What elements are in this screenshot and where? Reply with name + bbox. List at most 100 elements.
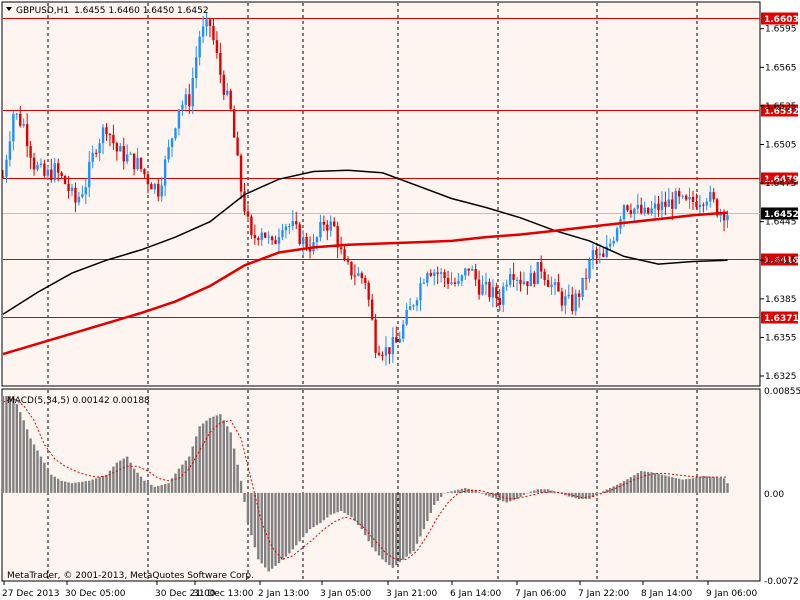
- macd-bar: [19, 412, 22, 493]
- candle-body: [301, 236, 305, 245]
- macd-bar: [626, 479, 629, 493]
- candle-body: [343, 249, 346, 261]
- macd-bar: [243, 492, 246, 502]
- candle-body: [450, 282, 453, 284]
- macd-bar: [322, 492, 326, 521]
- candle-body: [77, 196, 81, 203]
- macd-bar: [484, 492, 488, 496]
- candle-body: [684, 195, 688, 200]
- candle-body: [422, 282, 426, 284]
- candle-body: [29, 146, 32, 158]
- candle-body: [205, 19, 208, 27]
- candle-body: [32, 157, 36, 170]
- macd-bar: [174, 473, 177, 493]
- macd-bar: [660, 474, 664, 493]
- macd-bar: [191, 446, 194, 493]
- macd-bar: [25, 429, 29, 493]
- candle-body: [291, 221, 294, 227]
- macd-bar: [671, 477, 674, 493]
- macd-bar: [519, 492, 522, 497]
- macd-bar: [540, 489, 543, 493]
- level-tag: [761, 207, 798, 220]
- candle-body: [170, 138, 174, 148]
- candle-body: [657, 203, 660, 211]
- candle-body: [577, 293, 581, 297]
- candle-body: [219, 52, 222, 75]
- macd-bar: [326, 492, 329, 518]
- dropdown-triangle-icon[interactable]: [6, 7, 12, 11]
- macd-bar: [719, 477, 722, 493]
- candle-body: [46, 169, 50, 176]
- candle-body: [674, 191, 677, 209]
- candle-body: [339, 247, 343, 250]
- candle-body: [153, 183, 156, 190]
- candle-body: [691, 197, 695, 203]
- macd-bar: [208, 417, 212, 493]
- candle-body: [70, 187, 74, 192]
- candle-body: [574, 293, 577, 312]
- candle-body: [726, 215, 729, 221]
- macd-bar: [709, 476, 712, 493]
- macd-bar: [546, 489, 550, 493]
- candle-body: [119, 145, 122, 152]
- candle-body: [132, 153, 136, 170]
- candle-body: [177, 109, 181, 129]
- level-tag: [761, 12, 798, 25]
- macd-bar: [533, 490, 536, 493]
- macd-bar: [384, 492, 388, 563]
- macd-bar: [702, 475, 705, 493]
- candle-body: [402, 324, 405, 339]
- candle-body: [678, 191, 681, 197]
- candle-body: [626, 205, 629, 211]
- candle-body: [226, 90, 229, 95]
- candle-body: [498, 298, 501, 305]
- candle-body: [388, 347, 391, 355]
- candle-body: [63, 176, 67, 184]
- macd-bar: [167, 483, 170, 493]
- macd-bar: [198, 426, 201, 493]
- macd-bar: [622, 481, 626, 493]
- candle-body: [329, 221, 332, 231]
- candle-body: [722, 211, 726, 221]
- candle-body: [246, 211, 250, 217]
- candle-body: [502, 286, 505, 305]
- macd-bar: [695, 477, 698, 493]
- candle-body: [160, 185, 163, 197]
- macd-bar: [281, 492, 284, 560]
- candle-body: [439, 272, 443, 274]
- macd-bar: [36, 450, 39, 493]
- candle-body: [426, 273, 429, 283]
- candle-body: [112, 134, 115, 144]
- macd-bar: [602, 491, 605, 493]
- candle-body: [640, 204, 643, 214]
- candle-body: [633, 208, 636, 214]
- candle-body: [308, 247, 312, 252]
- macd-bar: [222, 420, 225, 493]
- macd-bar: [291, 492, 294, 550]
- price-panel[interactable]: [1, 1, 761, 387]
- candle-body: [22, 124, 25, 126]
- candle-body: [19, 113, 22, 126]
- macd-bar: [270, 492, 274, 569]
- macd-bar: [146, 482, 150, 493]
- candle-body: [253, 234, 257, 239]
- price-tick-label: 1.6475: [765, 179, 797, 189]
- candle-body: [588, 259, 591, 279]
- candle-body: [477, 279, 481, 295]
- macd-bar: [374, 492, 377, 552]
- candle-body: [395, 337, 398, 343]
- price-axis: 1.6603 1.6532 1.6479 1.6416 1.6371 1.6452 1.65…: [760, 12, 800, 587]
- macd-bar: [115, 462, 119, 493]
- candle-body: [536, 261, 539, 284]
- macd-bar: [443, 492, 446, 494]
- candle-body: [550, 284, 553, 287]
- candle-body: [543, 271, 546, 280]
- macd-bar: [474, 490, 477, 493]
- candle-body: [143, 169, 146, 175]
- candle-body: [243, 191, 246, 212]
- time-label: 3 Jan 05:00: [320, 589, 372, 599]
- macd-bar: [139, 476, 143, 493]
- candle-body: [491, 287, 495, 298]
- candle-body: [36, 164, 39, 170]
